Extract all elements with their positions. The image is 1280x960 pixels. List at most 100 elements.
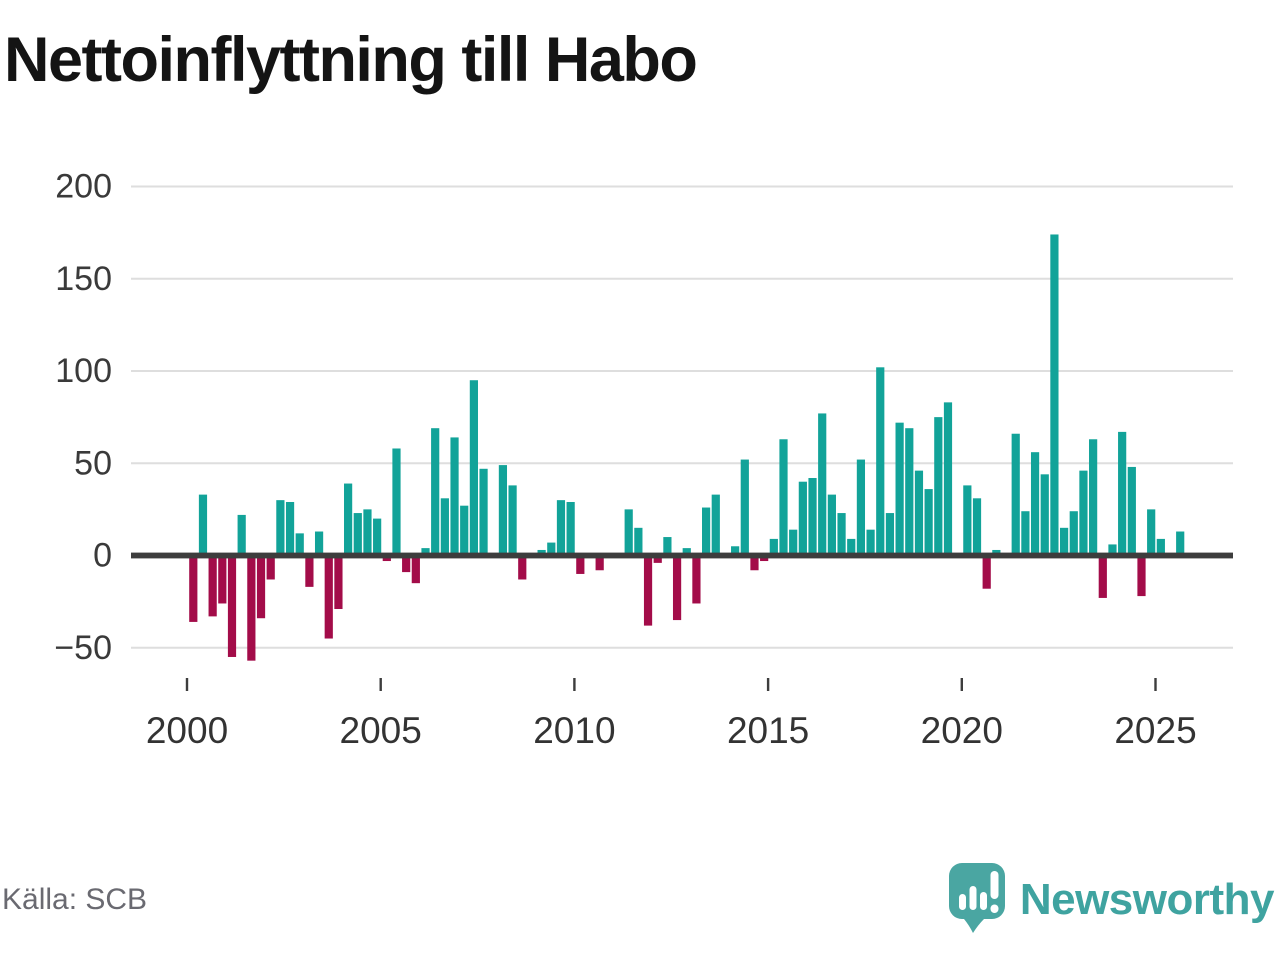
bar-2015Q2 — [779, 439, 788, 556]
bar-2011Q2 — [624, 509, 633, 556]
bar-2005Q2 — [392, 448, 401, 556]
bar-2013Q2 — [702, 507, 711, 556]
y-tick-label: 200 — [55, 168, 112, 206]
bar-2019Q2 — [934, 417, 943, 556]
bar-2008Q3 — [518, 555, 527, 580]
bar-2001Q4 — [256, 555, 266, 619]
bar-2023Q1 — [1079, 470, 1088, 556]
bar-2015Q3 — [789, 529, 798, 556]
bar-2006Q1 — [421, 548, 430, 556]
bar-2006Q4 — [450, 437, 459, 556]
bar-2012Q4 — [682, 548, 691, 556]
bar-2006Q2 — [431, 428, 440, 556]
x-tick-label: 2005 — [340, 710, 422, 751]
gridline — [131, 646, 1233, 649]
bar-2011Q3 — [634, 527, 643, 556]
bar-2017Q2 — [856, 459, 866, 556]
bar-2001Q2 — [237, 514, 246, 556]
bar-2000Q4 — [218, 555, 227, 604]
bar-2009Q4 — [566, 501, 575, 556]
x-tick-mark — [185, 678, 189, 691]
bar-2016Q3 — [827, 494, 836, 556]
bar-2007Q1 — [460, 505, 469, 556]
x-axis-line — [131, 552, 1233, 559]
bar-2015Q1 — [769, 538, 778, 556]
x-tick-mark — [766, 678, 770, 691]
x-tick-label: 2025 — [1114, 710, 1196, 751]
bar-2020Q2 — [972, 498, 982, 556]
y-tick-label: 0 — [93, 537, 112, 575]
bar-2004Q1 — [344, 483, 353, 556]
bar-2017Q3 — [866, 529, 875, 556]
y-tick-label: −50 — [54, 629, 112, 667]
bar-2019Q3 — [943, 402, 953, 556]
bar-2018Q2 — [895, 422, 904, 556]
bar-2005Q3 — [402, 555, 411, 573]
source-label: Källa: SCB — [2, 883, 148, 916]
y-tick-label: 50 — [74, 444, 112, 482]
bar-2017Q4 — [876, 367, 885, 556]
y-tick-label: 100 — [55, 352, 112, 390]
logo-exclamation-bar — [990, 871, 999, 899]
bar-2018Q4 — [914, 470, 924, 556]
bar-2023Q2 — [1089, 439, 1098, 556]
gridline — [131, 370, 1233, 372]
bar-2021Q3 — [1021, 511, 1030, 556]
logo-bar-medium — [969, 886, 977, 910]
bar-2004Q4 — [373, 518, 382, 556]
bar-2012Q3 — [672, 555, 682, 621]
bar-2020Q1 — [963, 485, 972, 556]
bar-2003Q2 — [314, 531, 324, 556]
x-tick-mark — [379, 678, 382, 691]
x-tick-mark — [1154, 678, 1157, 691]
bar-2013Q3 — [711, 494, 720, 556]
x-tick-mark — [573, 678, 576, 691]
bar-2024Q4 — [1147, 509, 1156, 556]
gridline — [131, 277, 1233, 280]
bar-2014Q1 — [731, 546, 740, 556]
bar-2001Q3 — [247, 555, 256, 661]
bar-2013Q1 — [692, 555, 701, 604]
bar-2004Q3 — [363, 509, 372, 556]
bar-2025Q1 — [1156, 538, 1165, 556]
bar-2022Q2 — [1050, 234, 1059, 556]
bar-2003Q4 — [334, 555, 343, 610]
bar-2012Q1 — [653, 555, 662, 563]
newsworthy-logo-text: Newsworthy — [1019, 875, 1275, 924]
gridline — [131, 185, 1233, 188]
bar-2021Q2 — [1011, 433, 1020, 556]
bar-2024Q1 — [1118, 431, 1127, 556]
chart-footer: Källa: SCB Newsworthy — [0, 862, 1275, 938]
x-tick-mark — [960, 678, 963, 691]
y-tick-label: 150 — [55, 260, 112, 298]
bar-2018Q3 — [905, 428, 914, 556]
bar-2000Q1 — [189, 555, 198, 622]
newsworthy-logo: Newsworthy — [948, 862, 1275, 938]
bar-2011Q4 — [643, 555, 653, 626]
bar-2007Q3 — [479, 468, 488, 556]
bar-2008Q2 — [508, 485, 517, 556]
bar-2017Q1 — [847, 538, 856, 556]
bar-2014Q2 — [740, 459, 749, 556]
x-tick-label: 2020 — [921, 710, 1003, 751]
bar-2009Q3 — [556, 500, 566, 556]
bar-2000Q2 — [198, 494, 208, 556]
bar-2012Q2 — [663, 537, 672, 556]
bar-2010Q3 — [595, 555, 604, 571]
bar-2021Q4 — [1030, 452, 1040, 556]
bar-2007Q2 — [469, 380, 478, 556]
bar-2004Q2 — [353, 513, 362, 556]
bar-2020Q3 — [982, 555, 991, 589]
bar-2023Q4 — [1108, 544, 1117, 556]
newsworthy-logo-icon — [948, 863, 1005, 933]
bar-2005Q4 — [411, 555, 420, 584]
bar-2008Q1 — [498, 465, 508, 556]
bar-2018Q1 — [885, 513, 895, 556]
bar-2022Q1 — [1040, 474, 1049, 556]
bar-2019Q1 — [924, 489, 933, 556]
bar-2002Q4 — [295, 533, 304, 556]
x-tick-label: 2010 — [533, 710, 615, 751]
bar-2000Q3 — [208, 555, 217, 617]
